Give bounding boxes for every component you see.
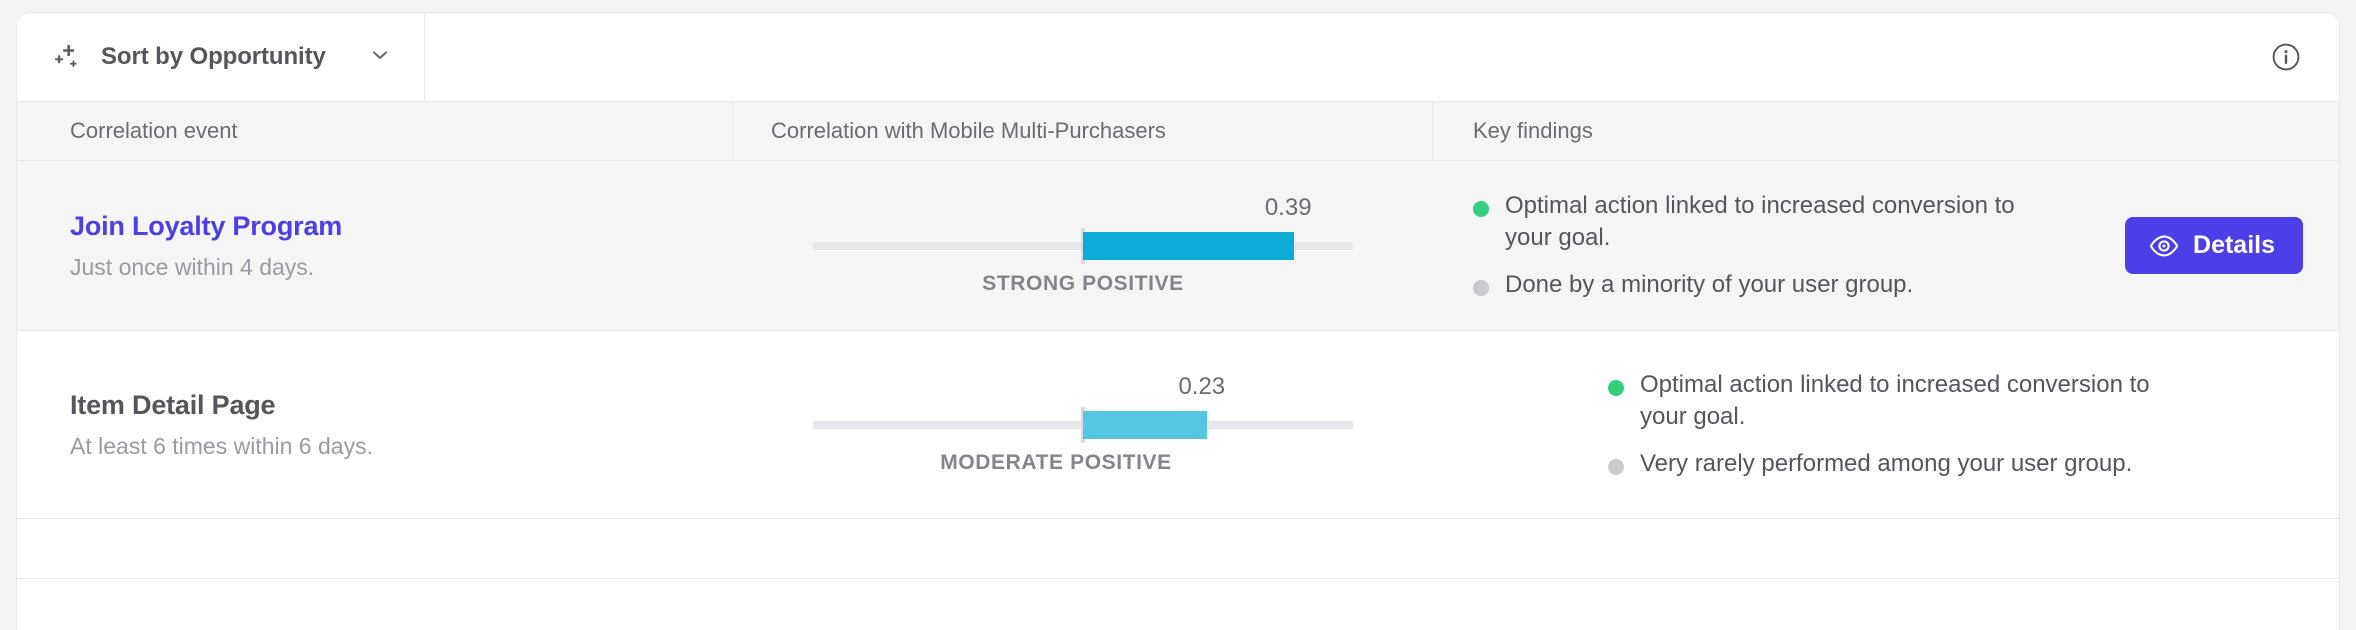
card-toolbar: Sort by Opportunity xyxy=(17,13,2339,101)
correlation-gauge: 0.23 MODERATE POSITIVE xyxy=(813,373,1353,477)
row-correlation-cell: 0.23 MODERATE POSITIVE xyxy=(733,331,1433,518)
row-event-cell xyxy=(17,519,733,578)
eye-icon xyxy=(2149,235,2179,257)
finding-text: Done by a minority of your user group. xyxy=(1505,271,1914,299)
finding-text: Very rarely performed among your user gr… xyxy=(1640,450,2133,478)
list-item: Optimal action linked to increased conve… xyxy=(1473,190,2033,253)
chevron-down-icon xyxy=(344,45,390,70)
correlation-strength-label: STRONG POSITIVE xyxy=(982,271,1184,295)
findings-list: Optimal action linked to increased conve… xyxy=(1473,190,2033,301)
status-dot-positive-icon xyxy=(1608,379,1624,396)
list-item: Done by a minority of your user group. xyxy=(1473,269,2033,301)
column-header-correlation-with-segment: Correlation with Mobile Multi-Purchasers xyxy=(733,102,1433,160)
table-header-row: Correlation event Correlation with Mobil… xyxy=(17,101,2339,161)
row-findings-cell: Optimal action linked to increased conve… xyxy=(1433,331,2339,518)
finding-text: Optimal action linked to increased conve… xyxy=(1640,370,2150,430)
sort-by-opportunity-dropdown[interactable]: Sort by Opportunity xyxy=(17,13,425,101)
sparkle-icon xyxy=(53,42,83,72)
event-title: Item Detail Page xyxy=(70,389,276,420)
info-circle-icon xyxy=(2271,42,2301,72)
row-correlation-cell: 0.39 STRONG POSITIVE xyxy=(733,161,1433,330)
toolbar-spacer xyxy=(425,13,2271,101)
status-dot-neutral-icon xyxy=(1608,459,1624,476)
gauge-bar xyxy=(1083,410,1208,439)
event-subtitle: At least 6 times within 6 days. xyxy=(70,432,373,459)
correlation-strength-label: MODERATE POSITIVE xyxy=(940,450,1172,474)
table-row[interactable]: Item Detail Page At least 6 times within… xyxy=(17,331,2339,519)
status-dot-neutral-icon xyxy=(1473,280,1489,297)
event-subtitle: Just once within 4 days. xyxy=(70,253,315,280)
correlation-gauge: 0.39 STRONG POSITIVE xyxy=(813,194,1353,298)
table-row[interactable] xyxy=(17,519,2339,579)
gauge-bar xyxy=(1083,231,1294,260)
details-button[interactable]: Details xyxy=(2125,217,2303,274)
table-row[interactable]: Join Loyalty Program Just once within 4 … xyxy=(17,161,2339,331)
info-button[interactable] xyxy=(2271,13,2339,101)
row-event-cell: Join Loyalty Program Just once within 4 … xyxy=(17,161,733,330)
column-header-correlation-event: Correlation event xyxy=(17,102,733,160)
row-event-cell: Item Detail Page At least 6 times within… xyxy=(17,331,733,518)
row-findings-cell xyxy=(1433,519,2339,578)
correlation-events-card: Sort by Opportunity xyxy=(16,12,2340,630)
findings-list: Optimal action linked to increased conve… xyxy=(1608,369,2168,480)
correlation-value: 0.39 xyxy=(1264,193,1312,221)
event-title-link[interactable]: Join Loyalty Program xyxy=(70,210,343,241)
row-correlation-cell xyxy=(733,519,1433,578)
details-button-label: Details xyxy=(2193,231,2275,259)
list-item: Very rarely performed among your user gr… xyxy=(1608,448,2168,480)
sort-dropdown-label: Sort by Opportunity xyxy=(101,43,326,70)
status-dot-positive-icon xyxy=(1473,200,1489,217)
column-header-key-findings: Key findings xyxy=(1473,118,1593,143)
finding-text: Optimal action linked to increased conve… xyxy=(1505,191,2015,251)
correlation-value: 0.23 xyxy=(1178,372,1226,400)
list-item: Optimal action linked to increased conve… xyxy=(1608,369,2168,432)
row-findings-cell: Optimal action linked to increased conve… xyxy=(1433,161,2339,330)
